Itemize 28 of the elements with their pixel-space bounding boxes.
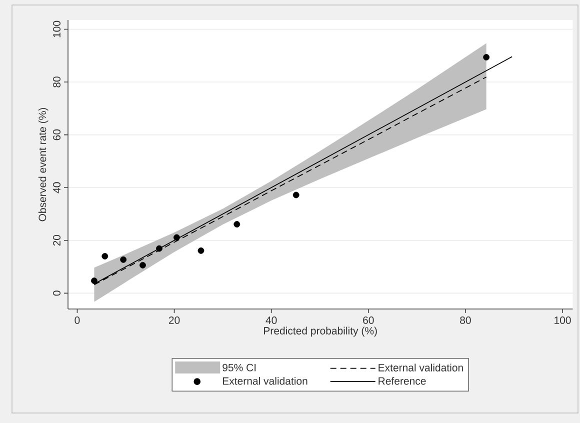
point — [174, 234, 180, 241]
y-tick-label: 60 — [53, 129, 60, 140]
point — [234, 221, 240, 228]
text: 95% CI — [222, 364, 256, 372]
point — [156, 245, 162, 252]
y-axis-title: Observed event rate (%) — [38, 108, 48, 222]
point — [483, 54, 490, 60]
y-tick-label: 40 — [53, 182, 60, 194]
point — [120, 256, 127, 263]
y-tick-label: 20 — [53, 234, 60, 246]
x-tick-label: 60 — [363, 316, 374, 324]
point — [140, 262, 146, 268]
x-tick-label: 100 — [554, 316, 571, 324]
x-tick-label: 20 — [168, 316, 180, 324]
y-tick-label: 100 — [53, 20, 60, 38]
point — [198, 247, 204, 254]
x-tick-label: 80 — [460, 316, 471, 324]
legend-label: Reference — [378, 377, 426, 385]
x-tick-label: 0 — [74, 316, 80, 324]
legend-label: External validation — [378, 364, 463, 372]
legend-label: External validation — [222, 377, 308, 385]
y-tick-label: 0 — [53, 290, 60, 296]
point — [91, 278, 98, 284]
point — [102, 253, 108, 260]
x-axis-title: Predicted probability (%) — [264, 326, 377, 337]
x-tick-label: 40 — [266, 316, 277, 324]
point — [292, 192, 300, 198]
y-tick-label: 80 — [53, 76, 60, 88]
